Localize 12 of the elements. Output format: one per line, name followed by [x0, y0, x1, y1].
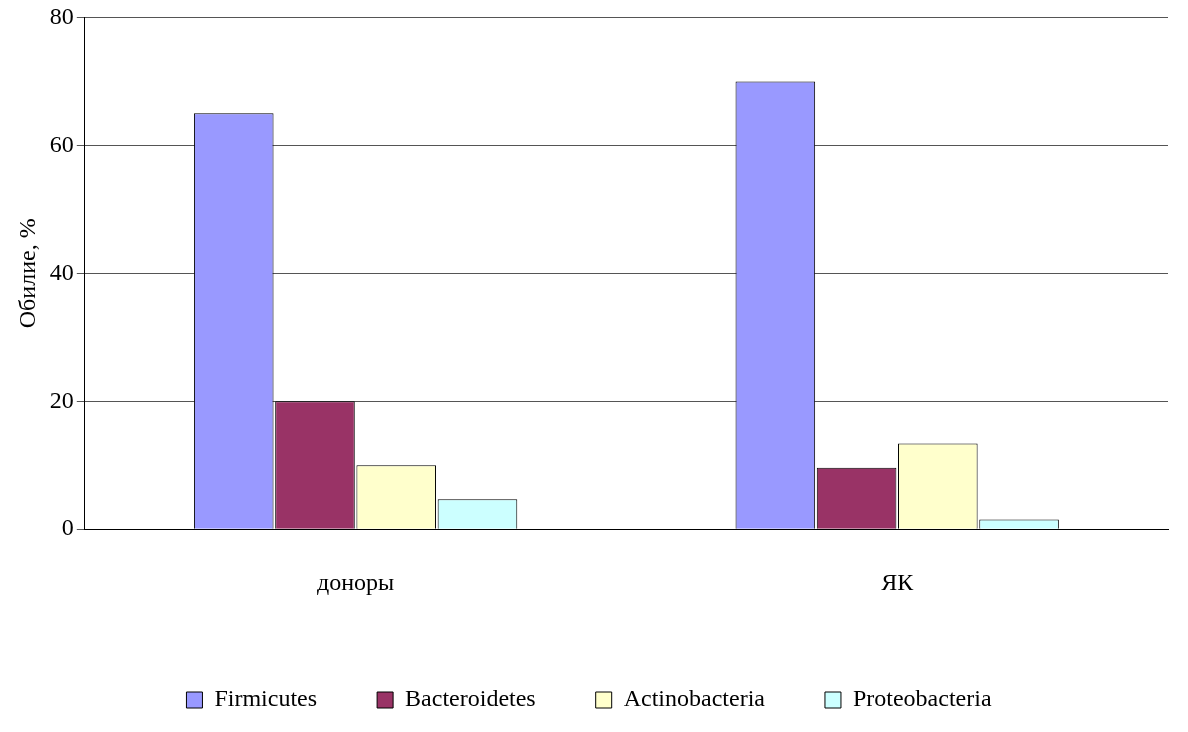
x-tick-label: ЯК [881, 568, 915, 595]
legend-label: Actinobacteria [623, 685, 766, 712]
legend-label: Firmicutes [214, 685, 318, 712]
legend-label: Proteobacteria [852, 685, 992, 712]
y-tick-label: 0 [61, 514, 74, 541]
y-tick-label: 80 [49, 2, 74, 29]
y-tick-label: 40 [49, 258, 74, 285]
y-axis-title: Обилие, % [13, 218, 40, 329]
y-tick-label: 60 [49, 130, 74, 157]
x-tick-label: доноры [317, 568, 395, 595]
legend-label: Bacteroidetes [405, 685, 536, 712]
y-tick-label: 20 [49, 386, 74, 413]
